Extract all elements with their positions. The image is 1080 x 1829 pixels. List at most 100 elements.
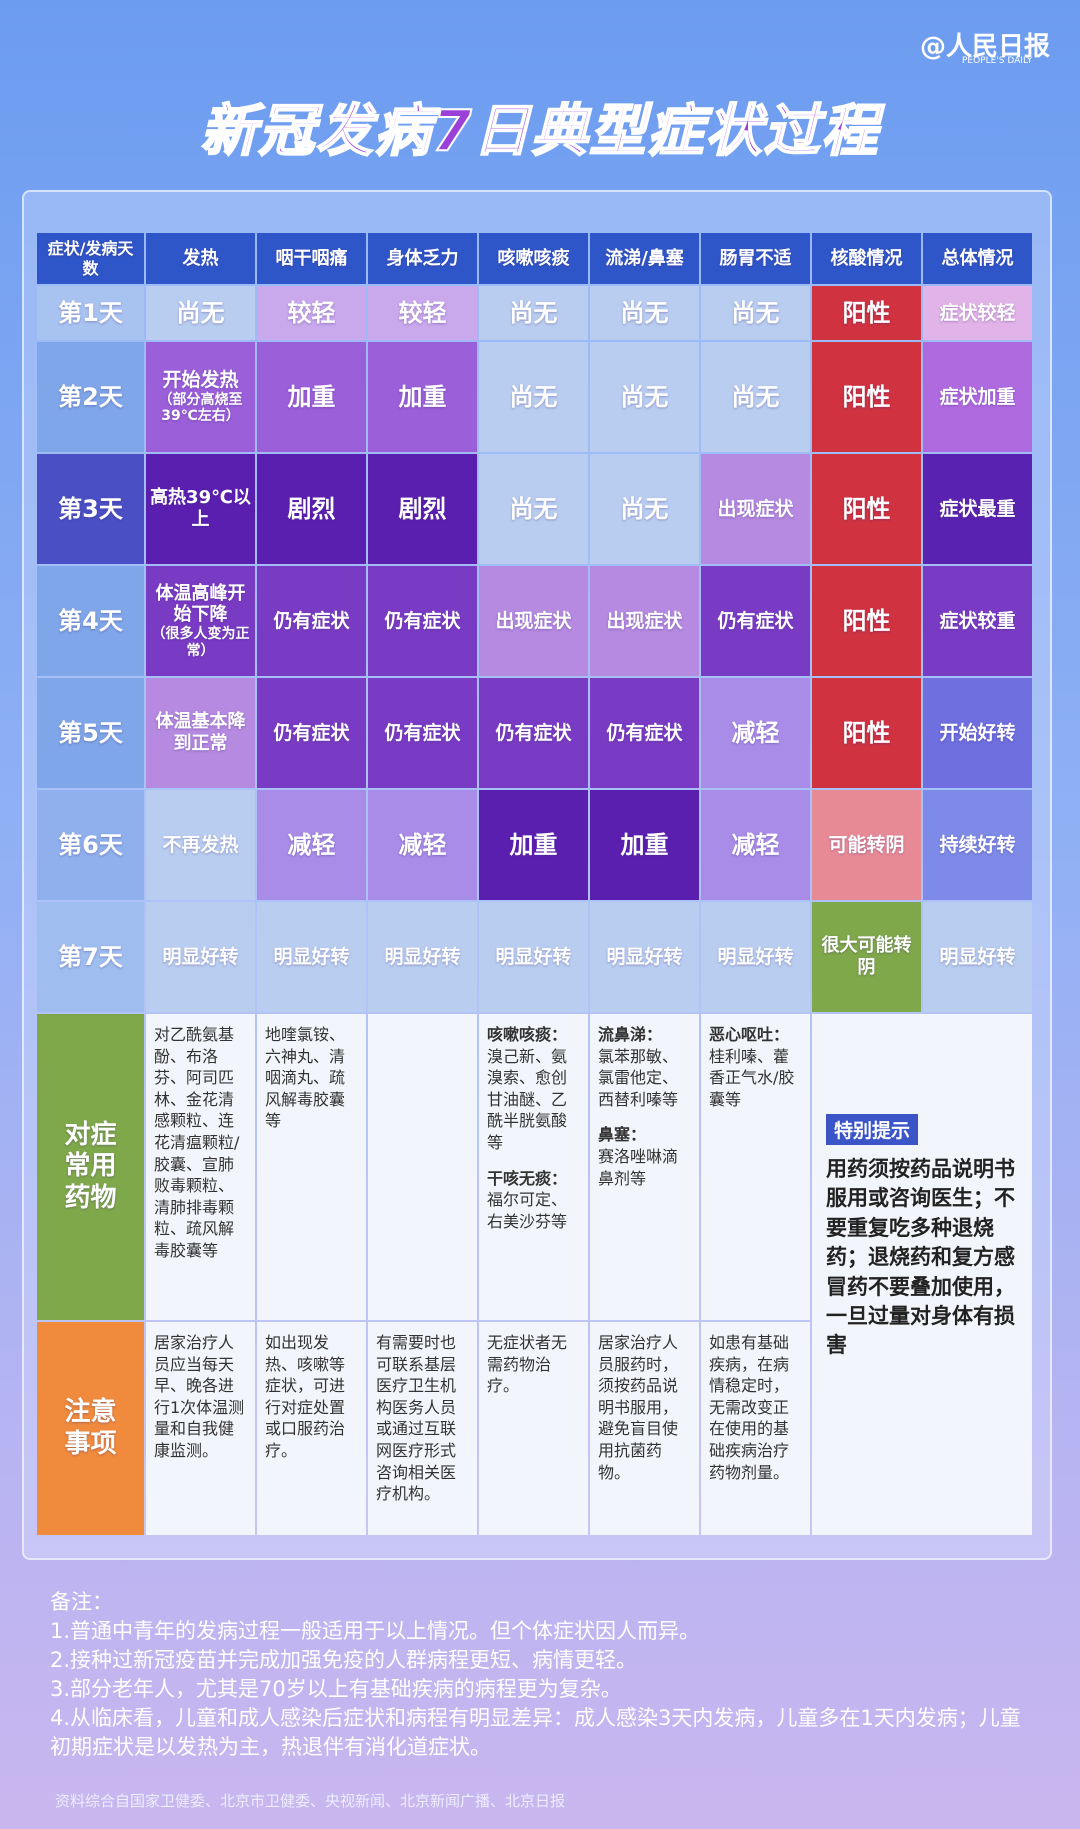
cell-text: 不再发热: [162, 833, 239, 856]
title: 新冠发病7日典型症状过程: [200, 98, 880, 165]
column-header: 咳嗽咳痰: [479, 233, 588, 284]
symptom-cell: 减轻: [257, 790, 366, 900]
symptom-cell: 不再发热: [146, 790, 255, 900]
logo-text: 人民日报: [946, 32, 1051, 62]
column-header: 身体乏力: [368, 233, 477, 284]
cell-text: 减轻: [398, 830, 447, 859]
symptom-cell: 明显好转: [368, 902, 477, 1012]
section-cell: 地喹氯铵、六神丸、清咽滴丸、疏风解毒胶囊等: [257, 1014, 366, 1320]
symptom-cell: 出现症状: [479, 566, 588, 676]
symptom-cell: 可能转阴: [812, 790, 921, 900]
cell-text: 明显好转: [273, 945, 350, 968]
cell-text: 氯苯那敏、氯雷他定、西替利嗪等: [598, 1046, 679, 1109]
cell-text: 减轻: [731, 830, 780, 859]
symptom-cell: 尚无: [479, 286, 588, 340]
symptom-cell: 出现症状: [590, 566, 699, 676]
day-label: 第2天: [37, 342, 144, 452]
remarks: 备注： 1.普通中青年的发病过程一般适用于以上情况。但个体症状因人而异。 2.接种…: [50, 1588, 1040, 1762]
symptom-cell: 症状较轻: [923, 286, 1032, 340]
symptom-cell: 较轻: [257, 286, 366, 340]
logo-en: PEOPLE'S DAILY: [962, 56, 1033, 66]
symptom-cell: 仍有症状: [368, 566, 477, 676]
symptom-cell: 阳性: [812, 286, 921, 340]
cell-text: 减轻: [287, 830, 336, 859]
section-cell: 流鼻涕： 氯苯那敏、氯雷他定、西替利嗪等 鼻塞： 赛洛唑啉滴鼻剂等: [590, 1014, 699, 1320]
section-cell: 对乙酰氨基酚、布洛芬、阿司匹林、金花清感颗粒、连花清瘟颗粒/胶囊、宣肺败毒颗粒、…: [146, 1014, 255, 1320]
cell-text: 剧烈: [287, 494, 336, 523]
cell-text: 阳性: [842, 606, 891, 635]
cell-text: 尚无: [509, 382, 558, 411]
symptom-cell: 很大可能转阴: [812, 902, 921, 1012]
column-header: 核酸情况: [812, 233, 921, 284]
symptom-cell: 加重: [368, 342, 477, 452]
symptom-cell: 剧烈: [257, 454, 366, 564]
remarks-list: 1.普通中青年的发病过程一般适用于以上情况。但个体症状因人而异。 2.接种过新冠疫…: [50, 1617, 1040, 1762]
cell-text: 剧烈: [398, 494, 447, 523]
day-label: 第5天: [37, 678, 144, 788]
section-cell: 有需要时也可联系基层医疗卫生机构医务人员或通过互联网医疗形式咨询相关医疗机构。: [368, 1322, 477, 1535]
symptom-cell: 较轻: [368, 286, 477, 340]
cell-text: 症状较重: [939, 609, 1016, 632]
symptom-cell: 开始好转: [923, 678, 1032, 788]
symptom-cell: 仍有症状: [257, 678, 366, 788]
tip-label: 特别提示: [826, 1114, 919, 1145]
symptom-cell: 仍有症状: [257, 566, 366, 676]
symptom-cell: 症状加重: [923, 342, 1032, 452]
cell-text: 尚无: [731, 298, 780, 327]
logo: @人民日报: [920, 32, 1051, 62]
cell-text: 仍有症状: [606, 721, 683, 744]
source: 资料综合自国家卫健委、北京市卫健委、央视新闻、北京新闻广播、北京日报: [55, 1792, 566, 1810]
cell-text: 体温高峰开始下降: [155, 582, 246, 626]
cell-text: 加重: [287, 382, 336, 411]
cell-text: 开始发热: [162, 368, 239, 391]
symptom-cell: 尚无: [701, 286, 810, 340]
symptom-cell: 症状最重: [923, 454, 1032, 564]
remark-item: 3.部分老年人，尤其是70岁以上有基础疾病的病程更为复杂。: [50, 1677, 622, 1701]
symptom-cell: 高热39℃以上: [146, 454, 255, 564]
cell-heading: 鼻塞：: [598, 1125, 647, 1145]
symptom-cell: 明显好转: [590, 902, 699, 1012]
symptom-cell: 仍有症状: [590, 678, 699, 788]
cell-text: 尚无: [620, 382, 669, 411]
day-label: 第3天: [37, 454, 144, 564]
cell-text: 尚无: [620, 298, 669, 327]
cell-text: 仍有症状: [495, 721, 572, 744]
cell-text: 加重: [620, 830, 669, 859]
cell-text: 如患有基础疾病，在病情稳定时，无需改变正在使用的基础疾病治疗药物剂量。: [709, 1333, 790, 1482]
cell-text: 症状最重: [939, 497, 1016, 520]
symptom-cell: 阳性: [812, 566, 921, 676]
cell-text: 对乙酰氨基酚、布洛芬、阿司匹林、金花清感颗粒、连花清瘟颗粒/胶囊、宣肺败毒颗粒、…: [154, 1025, 240, 1260]
cell-text: 仍有症状: [384, 609, 461, 632]
symptom-cell: 尚无: [590, 286, 699, 340]
cell-text: 桂利嗪、藿香正气水/胶囊等: [709, 1046, 795, 1109]
cell-text: 居家治疗人员服药时，须按药品说明书服用，避免盲目使用抗菌药物。: [598, 1333, 679, 1482]
cell-text: 明显好转: [495, 945, 572, 968]
cell-note: （部分高烧至39℃左右）: [158, 391, 243, 425]
symptom-cell: 阳性: [812, 454, 921, 564]
remark-item: 2.接种过新冠疫苗并完成加强免疫的人群病程更短、病情更轻。: [50, 1648, 638, 1672]
cell-text: 地喹氯铵、六神丸、清咽滴丸、疏风解毒胶囊等: [265, 1025, 346, 1131]
cell-text: 如出现发热、咳嗽等症状，可进行对症处置或口服药治疗。: [265, 1333, 346, 1460]
cell-text: 居家治疗人员应当每天早、晚各进行1次体温测量和自我健康监测。: [154, 1333, 245, 1460]
cell-text: 减轻: [731, 718, 780, 747]
cell-text: 出现症状: [495, 609, 572, 632]
day-label: 第4天: [37, 566, 144, 676]
cell-text: 赛洛唑啉滴鼻剂等: [598, 1146, 679, 1188]
cell-text: 福尔可定、右美沙芬等: [487, 1190, 568, 1231]
symptom-cell: 尚无: [590, 342, 699, 452]
tip-text: 用药须按药品说明书服用或咨询医生；不要重复吃多种退烧药；退烧药和复方感冒药不要叠…: [826, 1157, 1015, 1358]
symptom-cell: 症状较重: [923, 566, 1032, 676]
symptom-cell: 明显好转: [479, 902, 588, 1012]
symptom-cell: 减轻: [368, 790, 477, 900]
symptom-cell: 仍有症状: [479, 678, 588, 788]
day-label: 第1天: [37, 286, 144, 340]
symptom-cell: 尚无: [479, 454, 588, 564]
section-cell: 咳嗽咳痰： 溴己新、氨溴索、愈创甘油醚、乙酰半胱氨酸等 干咳无痰： 福尔可定、右美沙芬…: [479, 1014, 588, 1320]
symptom-cell: 尚无: [590, 454, 699, 564]
cell-text: 很大可能转阴: [821, 935, 912, 978]
cell-text: 加重: [509, 830, 558, 859]
section-cell: 无症状者无需药物治疗。: [479, 1322, 588, 1535]
cell-text: 高热39℃以上: [150, 487, 251, 530]
